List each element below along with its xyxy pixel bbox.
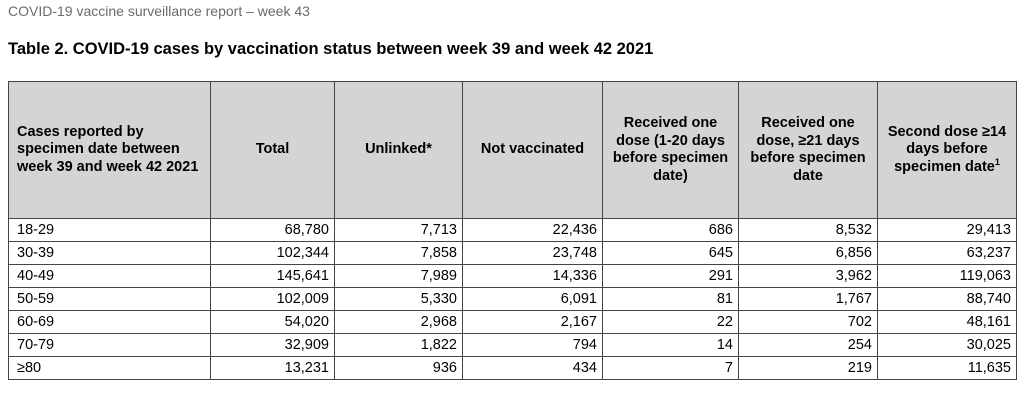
- table-row: 50-59 102,009 5,330 6,091 81 1,767 88,740: [8, 287, 1017, 311]
- cell-one-dose-21plus: 219: [738, 356, 878, 380]
- table-title: Table 2. COVID-19 cases by vaccination s…: [8, 40, 654, 58]
- cell-age-group: 50-59: [8, 287, 211, 311]
- cell-not-vaccinated: 434: [462, 356, 603, 380]
- cell-unlinked: 2,968: [334, 310, 463, 334]
- cell-total: 32,909: [210, 333, 335, 357]
- cell-not-vaccinated: 6,091: [462, 287, 603, 311]
- report-header: COVID-19 vaccine surveillance report – w…: [8, 3, 310, 19]
- cell-second-dose: 29,413: [877, 218, 1017, 242]
- cases-table: Cases reported by specimen date between …: [8, 81, 1017, 380]
- cell-not-vaccinated: 22,436: [462, 218, 603, 242]
- cell-second-dose: 30,025: [877, 333, 1017, 357]
- column-header-total: Total: [210, 81, 335, 219]
- table-row: ≥80 13,231 936 434 7 219 11,635: [8, 356, 1017, 380]
- cell-unlinked: 7,713: [334, 218, 463, 242]
- table-row: 60-69 54,020 2,968 2,167 22 702 48,161: [8, 310, 1017, 334]
- column-header-one-dose-21plus: Received one dose, ≥21 days before speci…: [738, 81, 878, 219]
- column-header-one-dose-1-20: Received one dose (1-20 days before spec…: [602, 81, 739, 219]
- cell-total: 13,231: [210, 356, 335, 380]
- cell-unlinked: 7,989: [334, 264, 463, 288]
- cell-one-dose-21plus: 6,856: [738, 241, 878, 265]
- cell-one-dose-21plus: 254: [738, 333, 878, 357]
- cell-total: 102,009: [210, 287, 335, 311]
- cell-not-vaccinated: 14,336: [462, 264, 603, 288]
- cell-age-group: 40-49: [8, 264, 211, 288]
- column-header-unlinked: Unlinked*: [334, 81, 463, 219]
- cell-unlinked: 1,822: [334, 333, 463, 357]
- cell-total: 145,641: [210, 264, 335, 288]
- cell-one-dose-1-20: 81: [602, 287, 739, 311]
- second-dose-header-text: Second dose ≥14 days before specimen dat…: [887, 123, 1007, 175]
- cell-total: 54,020: [210, 310, 335, 334]
- cell-one-dose-1-20: 645: [602, 241, 739, 265]
- cell-one-dose-1-20: 7: [602, 356, 739, 380]
- cell-unlinked: 936: [334, 356, 463, 380]
- cell-unlinked: 7,858: [334, 241, 463, 265]
- cell-age-group: 70-79: [8, 333, 211, 357]
- table-row: 40-49 145,641 7,989 14,336 291 3,962 119,063: [8, 264, 1017, 288]
- cell-second-dose: 48,161: [877, 310, 1017, 334]
- cell-second-dose: 88,740: [877, 287, 1017, 311]
- cell-age-group: 60-69: [8, 310, 211, 334]
- cell-second-dose: 11,635: [877, 356, 1017, 380]
- table-row: 18-29 68,780 7,713 22,436 686 8,532 29,413: [8, 218, 1017, 242]
- table-row: 70-79 32,909 1,822 794 14 254 30,025: [8, 333, 1017, 357]
- cell-one-dose-1-20: 686: [602, 218, 739, 242]
- cell-one-dose-21plus: 1,767: [738, 287, 878, 311]
- column-header-age: Cases reported by specimen date between …: [8, 81, 211, 219]
- cell-one-dose-1-20: 14: [602, 333, 739, 357]
- cell-age-group: 30-39: [8, 241, 211, 265]
- cell-one-dose-1-20: 22: [602, 310, 739, 334]
- column-header-not-vaccinated: Not vaccinated: [462, 81, 603, 219]
- cell-age-group: 18-29: [8, 218, 211, 242]
- cell-total: 68,780: [210, 218, 335, 242]
- cell-age-group: ≥80: [8, 356, 211, 380]
- table-row: 30-39 102,344 7,858 23,748 645 6,856 63,237: [8, 241, 1017, 265]
- cell-not-vaccinated: 2,167: [462, 310, 603, 334]
- cell-one-dose-1-20: 291: [602, 264, 739, 288]
- cell-second-dose: 63,237: [877, 241, 1017, 265]
- cell-not-vaccinated: 23,748: [462, 241, 603, 265]
- cell-not-vaccinated: 794: [462, 333, 603, 357]
- cell-second-dose: 119,063: [877, 264, 1017, 288]
- footnote-marker: 1: [994, 156, 1000, 167]
- table-body: 18-29 68,780 7,713 22,436 686 8,532 29,413 30-3…: [8, 218, 1017, 380]
- cell-one-dose-21plus: 8,532: [738, 218, 878, 242]
- column-header-second-dose: Second dose ≥14 days before specimen dat…: [877, 81, 1017, 219]
- cell-one-dose-21plus: 3,962: [738, 264, 878, 288]
- table-header-row: Cases reported by specimen date between …: [8, 81, 1017, 219]
- cell-total: 102,344: [210, 241, 335, 265]
- cell-one-dose-21plus: 702: [738, 310, 878, 334]
- cell-unlinked: 5,330: [334, 287, 463, 311]
